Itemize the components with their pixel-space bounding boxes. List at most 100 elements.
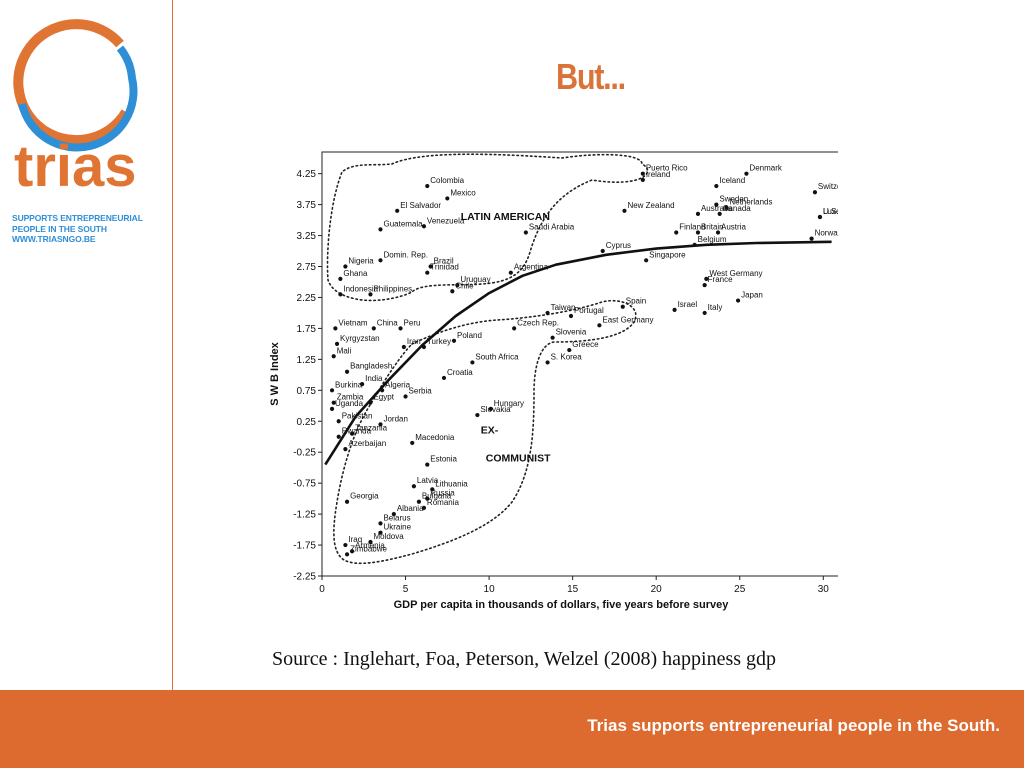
y-tick-label: -2.25: [293, 572, 316, 583]
data-point: [425, 183, 430, 189]
data-point: [600, 248, 605, 254]
data-point: [714, 202, 719, 207]
data-point: [344, 552, 350, 557]
data-point-label: Iran: [407, 337, 421, 346]
data-point-label: Egypt: [373, 393, 394, 402]
data-point: [349, 431, 355, 436]
logo-orange-arc: [13, 19, 131, 146]
data-point: [410, 440, 415, 446]
data-point-label: Philippines: [373, 284, 412, 293]
data-point: [378, 521, 383, 526]
data-point: [329, 388, 335, 393]
data-point-label: Uruguay: [460, 275, 490, 284]
data-point-label: Burkina: [335, 380, 363, 389]
data-point-label: Norway: [815, 229, 838, 238]
y-tick-label: -0.25: [293, 448, 316, 459]
y-tick-label: 2.25: [297, 293, 317, 304]
group-label: COMMUNIST: [486, 452, 551, 464]
data-point: [702, 310, 707, 316]
data-point: [644, 258, 649, 263]
y-tick-label: -1.75: [293, 541, 316, 552]
data-point-label: Austria: [721, 222, 746, 231]
data-point: [395, 208, 400, 213]
source-citation: Source : Inglehart, Foa, Peterson, Welze…: [272, 648, 777, 670]
data-point: [391, 512, 396, 517]
data-point: [445, 196, 450, 201]
data-point-label: Ireland: [646, 170, 670, 179]
x-tick-label: 5: [403, 584, 409, 595]
data-point: [401, 344, 406, 350]
data-point-label: Brazil: [434, 257, 454, 266]
data-point-label: Serbia: [409, 386, 433, 395]
data-point: [715, 230, 721, 235]
data-point: [368, 292, 373, 297]
data-point-label: Bangladesh: [350, 362, 392, 371]
data-point-label: Russia: [430, 489, 455, 498]
data-point: [421, 224, 427, 229]
data-point-label: El Salvador: [400, 201, 441, 210]
data-point-label: Saudi Arabia: [529, 222, 575, 231]
data-point: [344, 499, 350, 504]
data-point: [455, 282, 460, 288]
data-point: [425, 462, 430, 467]
data-point-label: Iceland: [719, 176, 745, 185]
data-point-label: Denmark: [749, 164, 782, 173]
plot-frame: [321, 151, 838, 577]
data-point: [344, 369, 350, 374]
y-tick-label: -1.25: [293, 510, 316, 521]
data-point-label: Argentina: [514, 263, 549, 272]
data-point-label: Finland: [679, 222, 705, 231]
data-point: [545, 360, 550, 365]
data-point-label: Sweden: [719, 195, 748, 204]
logo-wordmark: trias: [14, 134, 137, 194]
data-point-label: India: [365, 374, 383, 383]
data-point-label: S. Korea: [551, 352, 583, 361]
data-point: [411, 484, 417, 489]
data-point: [378, 530, 383, 535]
logo-blue-arc: [18, 45, 138, 152]
data-point-label: Croatia: [447, 368, 473, 377]
data-point: [812, 190, 818, 195]
data-point: [441, 375, 447, 381]
data-point: [343, 542, 348, 548]
data-point: [398, 326, 403, 331]
x-axis-title: GDP per capita in thousands of dollars, …: [394, 599, 730, 611]
data-point-label: Australia: [701, 204, 733, 213]
data-point: [620, 304, 625, 309]
data-point: [508, 270, 513, 275]
data-point-label: East Germany: [602, 315, 653, 324]
data-point-label: Israel: [678, 300, 698, 309]
y-tick-label: 1.25: [297, 355, 317, 366]
data-point-label: South Africa: [475, 352, 519, 361]
data-point-label: Greece: [572, 340, 599, 349]
data-point-label: Zimbabwe: [350, 544, 387, 553]
y-tick-label: 0.75: [297, 386, 317, 397]
y-axis-title: S W B Index: [269, 341, 281, 405]
data-point-label: Ghana: [343, 269, 368, 278]
data-point-label: Poland: [457, 331, 482, 340]
data-point-label: Chile: [455, 281, 474, 290]
data-point: [674, 230, 679, 235]
data-point-label: Colombia: [430, 176, 464, 185]
data-point: [368, 400, 373, 405]
data-point-label: Spain: [626, 297, 646, 306]
data-point: [735, 298, 741, 303]
data-point: [421, 505, 427, 511]
data-point-label: Zambia: [337, 393, 364, 402]
data-point: [360, 382, 365, 387]
data-point-label: Georgia: [350, 492, 379, 501]
data-point-label: Mexico: [450, 188, 476, 197]
data-point: [349, 549, 355, 554]
data-point-label: Italy: [708, 303, 723, 312]
data-point: [378, 422, 383, 427]
data-point-label: Peru: [404, 318, 421, 327]
data-point: [475, 412, 480, 418]
data-point-label: Moldova: [373, 532, 404, 541]
data-point-label: Netherlands: [729, 198, 772, 207]
data-point-label: Albania: [397, 504, 424, 513]
data-point-label: Canada: [723, 204, 752, 213]
data-point: [640, 171, 645, 176]
data-point: [338, 276, 343, 281]
data-point: [702, 282, 707, 288]
tagline-line-3: WWW.TRIASNGO.BE: [12, 234, 96, 244]
